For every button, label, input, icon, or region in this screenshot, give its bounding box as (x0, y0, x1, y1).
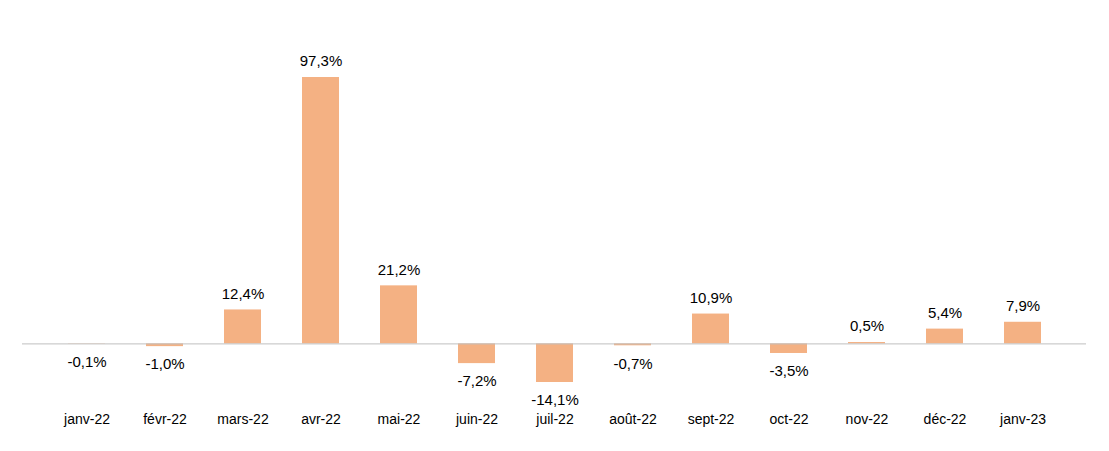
svg-text:janv-23: janv-23 (999, 411, 1046, 427)
svg-text:mars-22: mars-22 (217, 411, 269, 427)
svg-text:7,9%: 7,9% (1006, 297, 1040, 314)
svg-text:avr-22: avr-22 (301, 411, 341, 427)
svg-text:-7,2%: -7,2% (457, 372, 496, 389)
svg-text:-14,1%: -14,1% (531, 391, 579, 408)
svg-text:juin-22: juin-22 (455, 411, 498, 427)
svg-text:janv-22: janv-22 (63, 411, 110, 427)
svg-text:97,3%: 97,3% (300, 52, 343, 69)
svg-text:0,5%: 0,5% (850, 317, 884, 334)
svg-text:10,9%: 10,9% (690, 289, 733, 306)
svg-text:août-22: août-22 (609, 411, 657, 427)
svg-text:12,4%: 12,4% (222, 285, 265, 302)
svg-text:21,2%: 21,2% (378, 261, 421, 278)
svg-text:sept-22: sept-22 (688, 411, 735, 427)
svg-text:mai-22: mai-22 (378, 411, 421, 427)
svg-text:-3,5%: -3,5% (769, 362, 808, 379)
svg-text:-0,1%: -0,1% (67, 353, 106, 370)
svg-text:oct-22: oct-22 (770, 411, 809, 427)
svg-text:nov-22: nov-22 (846, 411, 889, 427)
svg-text:-1,0%: -1,0% (145, 355, 184, 372)
svg-text:5,4%: 5,4% (928, 304, 962, 321)
svg-text:juil-22: juil-22 (535, 411, 574, 427)
svg-text:févr-22: févr-22 (143, 411, 187, 427)
svg-text:-0,7%: -0,7% (613, 355, 652, 372)
svg-text:déc-22: déc-22 (924, 411, 967, 427)
